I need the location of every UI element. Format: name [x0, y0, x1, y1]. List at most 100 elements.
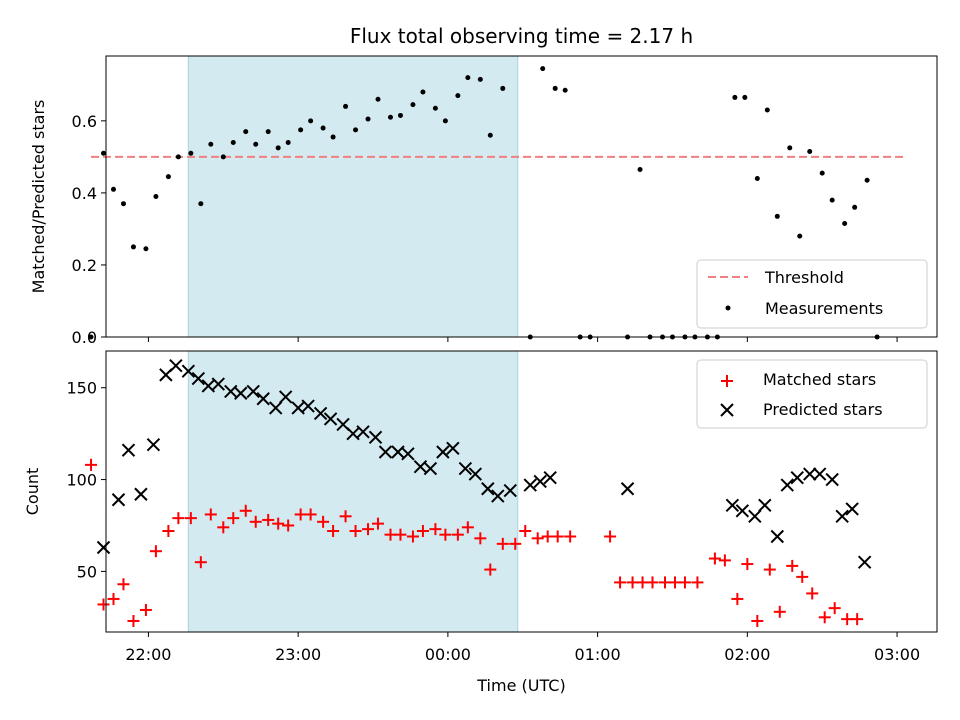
measurement-points	[88, 66, 880, 340]
matched-star-point	[806, 587, 819, 600]
predicted-star-point	[813, 467, 827, 481]
y-tick-label: 0.2	[72, 256, 97, 275]
predicted-star-point	[301, 399, 315, 413]
matched-star-point	[708, 552, 721, 565]
top-legend-box	[696, 259, 928, 329]
measurement-point	[175, 154, 181, 160]
matched-star-point	[227, 512, 240, 525]
matched-star-point	[117, 578, 130, 591]
matched-star-point	[773, 605, 786, 618]
observing-window-shade-bottom	[187, 350, 519, 633]
measurement-point	[188, 150, 194, 156]
matched-star-point	[439, 528, 452, 541]
matched-star-point	[85, 458, 98, 471]
flux-ratio-panel: 0.0 0.2 0.4 0.6 Flux total observing time =…	[29, 24, 938, 347]
predicted-star-point	[121, 443, 136, 457]
predicted-star-point	[368, 430, 383, 445]
x-axis-label: Time (UTC)	[476, 676, 565, 695]
y-tick-label: 0.0	[72, 328, 97, 347]
predicted-star-point	[246, 384, 260, 399]
bottom-y-axis-label: Count	[23, 468, 42, 516]
measurement-point	[819, 170, 825, 176]
measurement-point	[330, 134, 336, 140]
measurement-point	[208, 141, 214, 147]
x-tick-label: 03:00	[874, 645, 920, 664]
bottom-y-ticks: 50 100 150	[66, 379, 106, 581]
predicted-star-point	[835, 509, 849, 524]
bottom-axes-frame	[105, 350, 938, 633]
measurement-point	[120, 201, 126, 207]
top-legend: Threshold Measurements	[696, 259, 928, 329]
measurement-point	[387, 114, 393, 120]
predicted-star-point	[481, 482, 495, 496]
predicted-star-point	[356, 425, 370, 439]
matched-star-point	[751, 614, 764, 627]
matched-star-point	[496, 537, 509, 550]
matched-star-point	[339, 510, 352, 523]
matched-star-point	[304, 508, 317, 521]
matched-star-point	[828, 602, 841, 615]
predicted-star-point	[96, 540, 111, 555]
matched-star-point	[818, 611, 831, 624]
matched-star-point	[786, 559, 799, 572]
matched-star-point	[429, 523, 442, 536]
matched-star-point	[362, 523, 375, 536]
matched-star-point	[604, 530, 617, 543]
measurement-point	[253, 141, 259, 147]
measurement-point	[540, 66, 546, 72]
predicted-star-point	[803, 467, 817, 481]
matched-star-point	[564, 530, 577, 543]
measurement-point	[842, 221, 848, 227]
predicted-star-point	[758, 498, 772, 512]
matched-star-point	[509, 537, 522, 550]
measurement-point	[637, 166, 643, 172]
observing-window-shade	[187, 55, 519, 338]
predicted-star-point	[268, 401, 283, 415]
measurements-legend-label: Measurements	[765, 299, 883, 318]
matched-star-point	[97, 598, 110, 611]
matched-star-point	[172, 512, 185, 525]
y-tick-label: 0.6	[72, 112, 97, 131]
predicted-star-point	[323, 412, 338, 426]
matched-star-point	[646, 576, 659, 589]
predicted-star-point	[770, 529, 784, 544]
measurement-point	[153, 194, 159, 199]
y-tick-label: 100	[66, 471, 97, 490]
predicted-star-point	[146, 437, 161, 452]
measurement-point	[852, 204, 858, 210]
measurement-point	[220, 154, 226, 160]
measurement-point	[110, 186, 116, 192]
measurement-point	[477, 76, 483, 82]
predicted-star-point	[458, 461, 473, 476]
measurement-point	[774, 213, 780, 219]
predicted-star-point	[423, 461, 438, 476]
matched-star-point	[851, 613, 864, 626]
x-tick-label: 23:00	[275, 645, 321, 664]
measurement-point	[88, 334, 94, 340]
matched-star-point	[416, 524, 429, 537]
matched-star-point	[484, 563, 497, 576]
measurement-point	[807, 148, 813, 154]
matched-star-point	[406, 530, 419, 543]
predicted-star-point	[111, 493, 126, 507]
predicted-star-point	[533, 474, 547, 489]
predicted-star-point	[543, 471, 557, 485]
matched-star-point	[531, 532, 544, 545]
bottom-legend-box	[696, 359, 928, 429]
matched-legend-swatch	[721, 375, 733, 387]
measurement-point	[285, 139, 291, 145]
measurement-point	[343, 103, 349, 109]
measurement-point	[442, 118, 448, 124]
matched-star-point	[282, 519, 295, 532]
measurement-point	[308, 118, 314, 124]
top-x-ticks	[147, 337, 898, 342]
measurement-point	[732, 94, 738, 100]
predicted-star-point	[401, 447, 415, 461]
x-tick-label: 01:00	[575, 645, 621, 664]
measurement-point	[455, 93, 461, 99]
matched-star-point	[127, 614, 140, 627]
measurement-point	[420, 89, 426, 95]
matched-star-point	[763, 563, 776, 576]
